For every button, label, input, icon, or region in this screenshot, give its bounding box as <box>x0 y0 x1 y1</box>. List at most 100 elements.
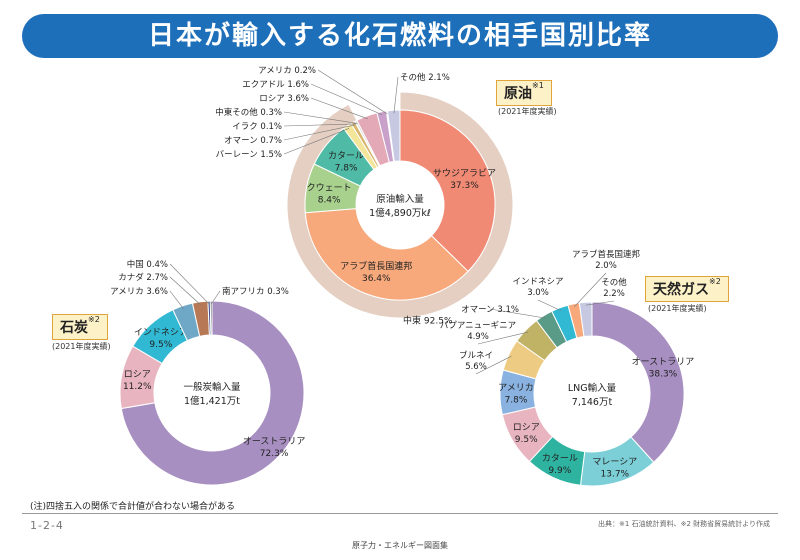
coal-chart: オーストラリア 72.3% ロシア 11.2% インドネシア 9.5% アメリカ 3.6% カ… <box>110 259 306 486</box>
crude-leader-その他 <box>393 76 399 114</box>
crude-title-note: ※1 <box>532 81 544 90</box>
lng-label-ロシア: ロシア <box>513 423 540 433</box>
lng-center-label-0: LNG輸入量 <box>568 382 617 394</box>
coal-leader-アメリカ <box>169 290 184 309</box>
lng-title-note: ※2 <box>709 277 721 286</box>
lng-label-オマーン: オマーン 3.1% <box>461 305 519 315</box>
lng-leader-パプアニューギニア <box>477 331 529 345</box>
crude-label-ロシア: ロシア 3.6% <box>259 94 309 104</box>
coal-label-アメリカ: アメリカ 3.6% <box>110 287 168 297</box>
coal-title-note: ※2 <box>88 315 100 324</box>
coal-title-text: 石炭 <box>60 320 88 336</box>
coal-label-中国: 中国 0.4% <box>127 259 168 270</box>
crude-center-label-0: 原油輸入量 <box>376 193 424 205</box>
crude-leader-アメリカ <box>317 69 388 115</box>
crude-slice-アラブ首長国連邦 <box>304 208 469 301</box>
crude-value-クウェート: 8.4% <box>318 195 341 205</box>
crude-leader-オマーン <box>283 124 355 141</box>
crude-label-アメリカ: アメリカ 0.2% <box>258 66 316 76</box>
crude-label-オマーン: オマーン 0.7% <box>224 136 282 146</box>
coal-slice-南アフリカ <box>209 300 213 336</box>
crude-title: 原油※1 <box>496 80 552 106</box>
crude-slice-その他 <box>386 109 401 162</box>
crude-label-アラブ首長国連邦: アラブ首長国連邦 <box>340 260 412 272</box>
coal-label-南アフリカ: 南アフリカ 0.3% <box>222 286 289 297</box>
crude-leader-ロシア <box>310 97 368 120</box>
footnote: (注)四捨五入の関係で合計値が合わない場合がある <box>30 502 236 512</box>
crude-title-text: 原油 <box>504 86 532 102</box>
lng-leader-オマーン <box>489 308 546 319</box>
coal-label-オーストラリア: オーストラリア <box>243 436 306 447</box>
divider <box>22 513 778 514</box>
lng-label-カタール: カタール <box>542 453 578 464</box>
crude-label-その他: その他 2.1% <box>400 72 450 83</box>
page-title: 日本が輸入する化石燃料の相手国別比率 <box>22 14 778 58</box>
lng-value-ブルネイ: 5.6% <box>465 362 487 372</box>
lng-label-アラブ首長国連邦: アラブ首長国連邦 <box>572 249 641 260</box>
coal-slice-オーストラリア <box>120 300 305 486</box>
crude-label-サウジアラビア: サウジアラビア <box>433 168 496 179</box>
lng-label-その他: その他 <box>601 277 627 288</box>
coal-title: 石炭※2 <box>52 314 108 340</box>
crude-value-アラブ首長国連邦: 36.4% <box>362 274 391 284</box>
crude-label-クウェート: クウェート <box>307 182 352 193</box>
crude-label-エクアドル: エクアドル 1.6% <box>242 80 309 90</box>
crude-label-バーレーン: バーレーン 1.5% <box>216 150 282 160</box>
coal-value-オーストラリア: 72.3% <box>260 449 289 459</box>
lng-value-アラブ首長国連邦: 2.0% <box>595 261 617 271</box>
coal-label-ロシア: ロシア <box>124 370 151 380</box>
crude-label-カタール: カタール <box>328 150 364 161</box>
lng-value-インドネシア: 3.0% <box>527 288 549 298</box>
crude-slice-サウジアラビア <box>399 109 496 273</box>
crude-value-カタール: 7.8% <box>335 163 358 173</box>
coal-leader-カナダ <box>169 276 201 305</box>
lng-value-その他: 2.2% <box>603 289 625 299</box>
lng-label-アメリカ: アメリカ <box>498 383 534 394</box>
coal-center-label-1: 1億1,421万t <box>184 395 240 407</box>
lng-chart: オーストラリア 38.3% マレーシア 13.7% カタール 9.9% ロシア 9.5% アメリ… <box>440 249 695 487</box>
source-note: 出典：※1 石油統計資料、※2 財務省貿易統計より作成 <box>598 520 770 528</box>
coal-leader-南アフリカ <box>210 290 221 305</box>
lng-label-マレーシア: マレーシア <box>592 457 637 467</box>
crude-leader-イラク <box>283 123 357 127</box>
lng-center-label-1: 7,146万t <box>572 397 613 408</box>
lng-value-オーストラリア: 38.3% <box>649 370 678 380</box>
crude-center-label-1: 1億4,890万kℓ <box>369 207 431 219</box>
crude-leader-バーレーン <box>283 128 350 155</box>
crude-subtitle: (2021年度実績) <box>498 107 557 116</box>
lng-leader-インドネシア <box>537 299 561 311</box>
coal-subtitle: (2021年度実績) <box>52 342 111 351</box>
lng-value-パプアニューギニア: 4.9% <box>467 332 489 342</box>
lng-label-オーストラリア: オーストラリア <box>632 357 695 368</box>
lng-label-ブルネイ: ブルネイ <box>459 350 493 361</box>
lng-leader-アラブ首長国連邦 <box>574 272 607 307</box>
lng-leader-ブルネイ <box>475 355 512 375</box>
crude-outer-ring-label: 中東 92.5% <box>403 315 453 327</box>
lng-title-text: 天然ガス <box>653 282 709 298</box>
crude-label-中東その他: 中東その他 0.3% <box>215 107 282 118</box>
coal-leader-中国 <box>169 263 210 305</box>
coal-label-カナダ: カナダ 2.7% <box>118 272 168 283</box>
crude-leader-エクアドル <box>310 83 383 116</box>
crude-chart: 中東 92.5% サウジアラビア 37.3% アラブ首長国連邦 36.4% クウェート 8.… <box>215 66 514 327</box>
lng-title: 天然ガス※2 <box>645 276 729 302</box>
lng-label-パプアニューギニア: パプアニューギニア <box>440 321 516 331</box>
lng-slice-その他 <box>578 301 593 338</box>
lng-value-マレーシア: 13.7% <box>601 469 630 479</box>
coal-label-インドネシア: インドネシア <box>134 327 188 338</box>
coal-value-ロシア: 11.2% <box>123 382 152 392</box>
crude-label-イラク: イラク 0.1% <box>232 122 282 132</box>
footer-label: 原子力・エネルギー図面集 <box>352 541 448 550</box>
lng-leader-その他 <box>585 300 615 306</box>
coal-center-label-0: 一般炭輸入量 <box>183 381 241 393</box>
coal-value-インドネシア: 9.5% <box>149 340 172 350</box>
lng-subtitle: (2021年度実績) <box>648 304 707 313</box>
lng-slice-オーストラリア <box>591 301 685 463</box>
lng-label-インドネシア: インドネシア <box>512 277 563 287</box>
lng-value-ロシア: 9.5% <box>515 435 538 445</box>
lng-value-アメリカ: 7.8% <box>505 396 528 406</box>
crude-leader-中東その他 <box>283 111 358 124</box>
lng-value-カタール: 9.9% <box>548 466 571 476</box>
crude-value-サウジアラビア: 37.3% <box>450 181 479 191</box>
